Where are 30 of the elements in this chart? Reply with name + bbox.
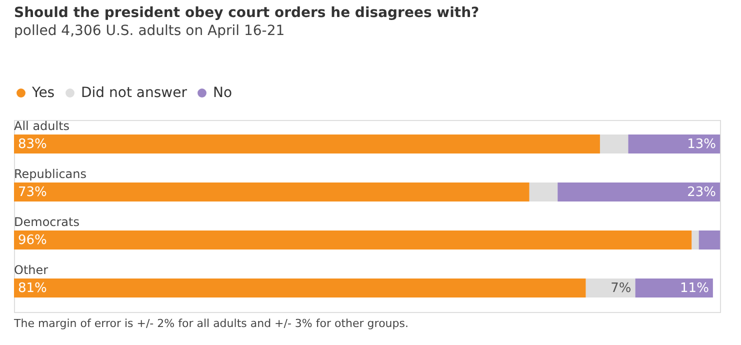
- bar: [600, 134, 628, 154]
- legend-label: No: [213, 85, 232, 101]
- data-label: 11%: [680, 281, 709, 296]
- bar: [692, 230, 699, 250]
- y-tick-label: Democrats: [14, 215, 80, 229]
- data-label: 83%: [18, 137, 47, 152]
- bar: [698, 230, 720, 250]
- bar: [14, 278, 586, 298]
- legend-label: Did not answer: [81, 85, 188, 101]
- data-label: 96%: [18, 233, 47, 248]
- y-tick-label: Other: [14, 263, 48, 277]
- bar: [628, 134, 720, 154]
- legend-label: Yes: [31, 85, 55, 101]
- chart-title: Should the president obey court orders he disagrees with?: [14, 5, 480, 21]
- bar: [14, 182, 530, 202]
- bar: [558, 182, 720, 202]
- data-label: 73%: [18, 185, 47, 200]
- bar: [635, 278, 713, 298]
- text: The margin of error is +/- 2% for all adults and +/- 3% for other groups.: [13, 317, 408, 330]
- bar: [529, 182, 558, 202]
- data-label: 81%: [18, 281, 47, 296]
- y-tick-label: Republicans: [14, 167, 86, 181]
- chart-subtitle: polled 4,306 U.S. adults on April 16-21: [14, 23, 285, 39]
- y-tick-label: All adults: [14, 119, 70, 133]
- data-label: 13%: [687, 137, 716, 152]
- bar: [586, 278, 636, 298]
- bar: [14, 230, 692, 250]
- bar: [14, 134, 600, 154]
- data-label: 7%: [610, 281, 632, 296]
- data-label: 23%: [687, 185, 716, 200]
